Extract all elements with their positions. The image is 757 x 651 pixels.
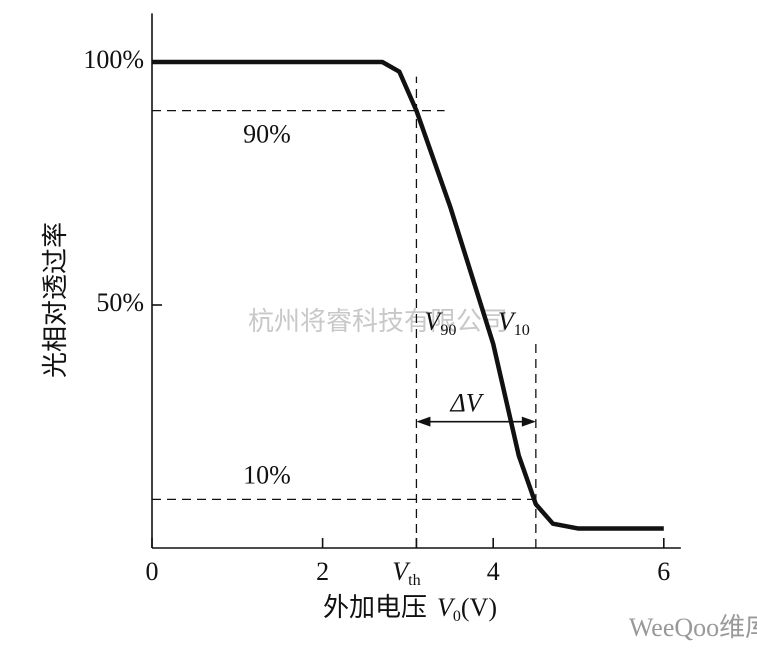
y-tick-label: 100% [83, 45, 144, 74]
y-tick-label: 50% [96, 288, 144, 317]
label-subscript: th [408, 572, 421, 589]
curve [152, 59, 664, 531]
label-subscript: 90 [440, 322, 456, 339]
label: V10 [498, 307, 530, 339]
label-symbol: V [424, 307, 443, 336]
label-symbol: V [392, 557, 411, 586]
span-label: ΔV [450, 389, 485, 418]
x-tick-label: 6 [657, 557, 670, 586]
label-symbol: V [498, 307, 517, 336]
level-label: 10% [243, 460, 291, 489]
watermark: 杭州将睿科技有限公司 [248, 307, 508, 336]
x-tick-label: 2 [316, 557, 329, 586]
level-label: 90% [243, 120, 291, 149]
label-subscript: 10 [514, 322, 530, 339]
x-label-text: 外加电压 [323, 593, 427, 622]
x-label-unit: (V) [461, 593, 497, 622]
label: V90 [424, 307, 456, 339]
x-label-symbol: V [437, 593, 456, 622]
arrow-head [521, 416, 536, 427]
x-axis-label: 外加电压 V0(V) [323, 593, 497, 625]
y-axis-label: 光相对透过率 [41, 222, 70, 378]
logo: WeeQoo维库 [629, 613, 757, 642]
label: Vth [392, 557, 420, 589]
arrow-head [416, 416, 431, 427]
x-tick-label: 4 [487, 557, 500, 586]
x-tick-label: 0 [146, 557, 159, 586]
x-label-sub: 0 [453, 608, 461, 625]
